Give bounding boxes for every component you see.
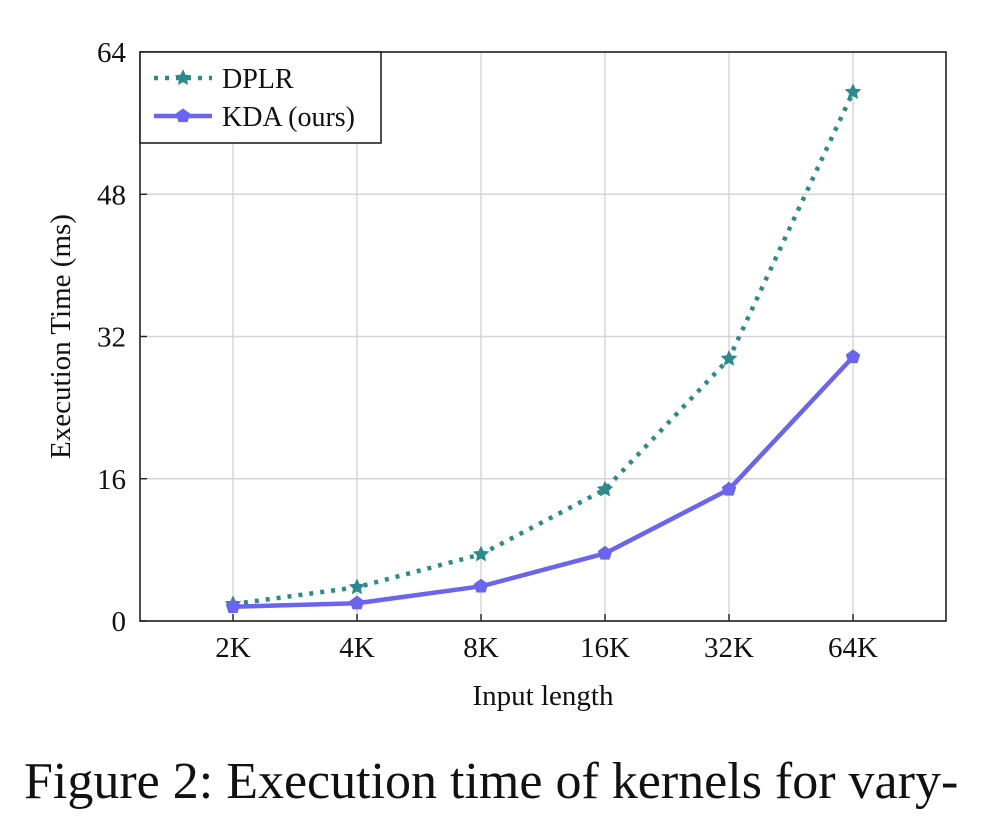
- x-tick-label: 64K: [828, 632, 878, 664]
- execution-time-chart: 0 16 32 48 64 2K 4K 8K 16K 32K 64K Input length E…: [45, 37, 947, 712]
- data-point: [597, 545, 613, 560]
- data-point: [225, 599, 241, 613]
- data-point: [349, 595, 365, 610]
- figure-caption: Figure 2: Execution time of kernels for …: [24, 753, 959, 810]
- x-tick-label: 4K: [339, 632, 375, 664]
- x-axis-label: Input length: [473, 680, 614, 712]
- series-dplr: [224, 83, 862, 612]
- legend-swatch-marker: [174, 69, 192, 86]
- y-tick-label: 64: [97, 37, 127, 69]
- legend-entry: KDA (ours): [154, 102, 355, 133]
- x-axis-ticks: 2K 4K 8K 16K 32K 64K: [215, 614, 878, 664]
- data-point: [596, 480, 614, 497]
- data-point: [721, 481, 737, 496]
- y-tick-label: 32: [97, 322, 126, 354]
- legend-label: DPLR: [222, 64, 294, 95]
- series-line: [232, 355, 855, 610]
- data-point: [473, 578, 489, 593]
- legend-box: [139, 51, 382, 144]
- x-tick-label: 2K: [215, 632, 251, 664]
- data-point: [720, 350, 738, 366]
- y-tick-label: 48: [97, 179, 126, 211]
- legend-entry: DPLR: [154, 64, 294, 95]
- y-tick-label: 0: [112, 606, 127, 638]
- x-tick-label: 16K: [580, 632, 630, 664]
- series-line: [232, 91, 856, 607]
- x-tick-label: 32K: [704, 632, 754, 664]
- y-axis-label: Execution Time (ms): [45, 214, 77, 459]
- x-tick-label: 8K: [463, 632, 499, 664]
- legend: DPLR KDA (ours): [139, 51, 382, 144]
- data-point: [472, 545, 490, 562]
- data-point: [845, 349, 861, 364]
- data-point: [348, 578, 366, 595]
- y-axis-ticks: 0 16 32 48 64: [97, 37, 147, 638]
- y-tick-label: 16: [97, 464, 126, 496]
- series-kda-ours: [225, 349, 861, 613]
- data-point: [844, 83, 862, 100]
- legend-swatch-marker: [175, 108, 191, 123]
- legend-label: KDA (ours): [222, 102, 355, 133]
- series-lines: [224, 83, 862, 613]
